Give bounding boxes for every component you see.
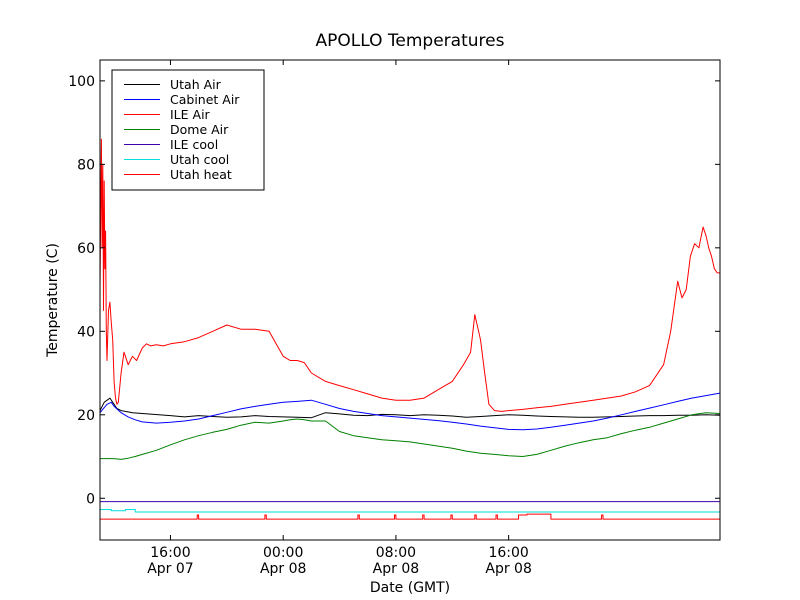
series-line-dome-air	[100, 412, 721, 460]
legend-label-dome-air: Dome Air	[170, 122, 229, 137]
x-tick-label-date: Apr 07	[147, 561, 193, 577]
plot-lines	[99, 138, 721, 520]
y-axis-ticks: 0 20 40 60 80 100	[68, 74, 720, 507]
x-tick-label-time: 00:00	[263, 545, 303, 561]
x-tick-label-time: 16:00	[488, 545, 528, 561]
y-tick-label: 40	[77, 324, 95, 340]
series-line-ile-air	[99, 138, 720, 412]
series-line-utah-cool	[100, 509, 720, 513]
y-tick-label: 60	[77, 241, 95, 257]
x-tick-label-date: Apr 08	[373, 561, 419, 577]
x-axis-label: Date (GMT)	[370, 580, 450, 596]
series-line-utah-air	[99, 397, 721, 419]
x-tick-label-date: Apr 08	[485, 561, 531, 577]
legend-label-ile-cool: ILE cool	[170, 137, 218, 152]
legend-label-utah-air: Utah Air	[170, 77, 222, 92]
x-tick-label-time: 16:00	[150, 545, 190, 561]
x-tick-label-date: Apr 08	[260, 561, 306, 577]
y-tick-label: 100	[68, 74, 95, 90]
x-tick-label-time: 08:00	[376, 545, 416, 561]
legend-label-ile-air: ILE Air	[170, 107, 211, 122]
series-line-utah-heat	[100, 513, 720, 520]
legend-label-utah-heat: Utah heat	[170, 167, 232, 182]
legend-label-cabinet-air: Cabinet Air	[170, 92, 240, 107]
series-line-cabinet-air	[99, 392, 721, 431]
legend-label-utah-cool: Utah cool	[170, 152, 229, 167]
y-axis-label: Temperature (C)	[45, 243, 61, 358]
y-tick-label: 0	[86, 491, 95, 507]
chart-title: APOLLO Temperatures	[316, 31, 505, 51]
y-tick-label: 20	[77, 408, 95, 424]
plot-frame	[99, 59, 721, 541]
y-tick-label: 80	[77, 157, 95, 173]
